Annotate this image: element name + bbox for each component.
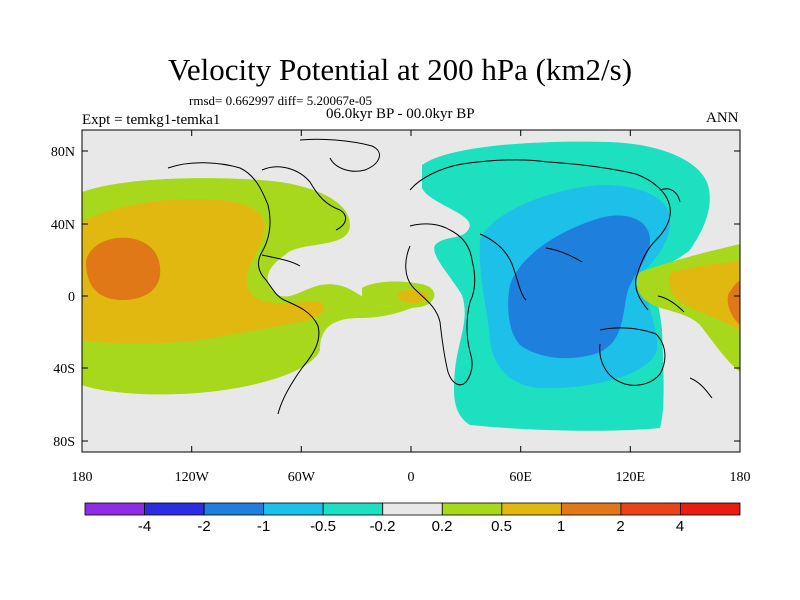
colorbar-label: -0.2 bbox=[370, 518, 396, 535]
lat-tick-labels: 80N 40N 0 40S 80S bbox=[51, 145, 75, 450]
lat-label-80s: 80S bbox=[53, 435, 75, 450]
colorbar-box bbox=[322, 502, 384, 516]
colorbar-labels: -4 -2 -1 -0.5 -0.2 0.2 0.5 1 2 4 bbox=[138, 518, 684, 535]
colorbar-box bbox=[84, 502, 145, 516]
lon-label-180e: 180 bbox=[730, 470, 751, 485]
lon-label-120w: 120W bbox=[175, 470, 210, 485]
contour-map bbox=[82, 130, 740, 452]
period-subtitle: 06.0kyr BP - 00.0kyr BP bbox=[326, 106, 475, 122]
page-title: Velocity Potential at 200 hPa (km2/s) bbox=[167, 52, 633, 87]
colorbar-label: 0.2 bbox=[432, 518, 453, 535]
contour-pos-05 bbox=[82, 199, 325, 344]
lat-label-40n: 40N bbox=[51, 218, 75, 233]
colorbar-label: -1 bbox=[257, 518, 270, 535]
colorbar-box bbox=[382, 502, 443, 516]
contour-pos-05-wpac bbox=[668, 262, 740, 330]
colorbar-label: -0.5 bbox=[310, 518, 336, 535]
colorbar: -4 -2 -1 -0.5 -0.2 0.2 0.5 1 2 4 bbox=[84, 502, 741, 535]
colorbar-box bbox=[560, 502, 622, 516]
stats-subtitle: rmsd= 0.662997 diff= 5.20067e-05 bbox=[189, 93, 373, 108]
colorbar-label: -2 bbox=[197, 518, 210, 535]
colorbar-label: 0.5 bbox=[491, 518, 512, 535]
lon-label-180w: 180 bbox=[72, 470, 93, 485]
coastlines bbox=[167, 138, 713, 415]
contour-pos-05-atlantic bbox=[397, 289, 428, 304]
colorbar-box bbox=[501, 502, 562, 516]
lat-label-40s: 40S bbox=[53, 362, 75, 377]
colorbar-box bbox=[203, 502, 265, 516]
lat-label-0: 0 bbox=[68, 290, 75, 305]
colorbar-boxes bbox=[84, 502, 741, 516]
colorbar-label: -4 bbox=[138, 518, 151, 535]
lon-tick-labels: 180 120W 60W 0 60E 120E 180 bbox=[72, 470, 751, 485]
lat-ticks bbox=[82, 150, 740, 442]
experiment-label: Expt = temkg1-temka1 bbox=[82, 112, 221, 128]
colorbar-label: 1 bbox=[557, 518, 565, 535]
colorbar-box bbox=[144, 502, 205, 516]
lon-label-120e: 120E bbox=[616, 470, 646, 485]
lon-label-0: 0 bbox=[408, 470, 415, 485]
contour-pos-1 bbox=[86, 237, 161, 300]
colorbar-label: 4 bbox=[676, 518, 684, 535]
colorbar-label: 2 bbox=[616, 518, 624, 535]
contour-pos-1-wpac bbox=[727, 280, 740, 325]
lon-label-60e: 60E bbox=[509, 470, 532, 485]
colorbar-box bbox=[441, 502, 503, 516]
season-label: ANN bbox=[706, 110, 739, 126]
colorbar-box bbox=[620, 502, 681, 516]
contour-neg-1 bbox=[508, 215, 650, 359]
lat-label-80n: 80N bbox=[51, 145, 75, 160]
colorbar-box bbox=[680, 502, 741, 516]
colorbar-box bbox=[263, 502, 324, 516]
lon-label-60w: 60W bbox=[288, 470, 316, 485]
lon-ticks bbox=[81, 130, 741, 452]
